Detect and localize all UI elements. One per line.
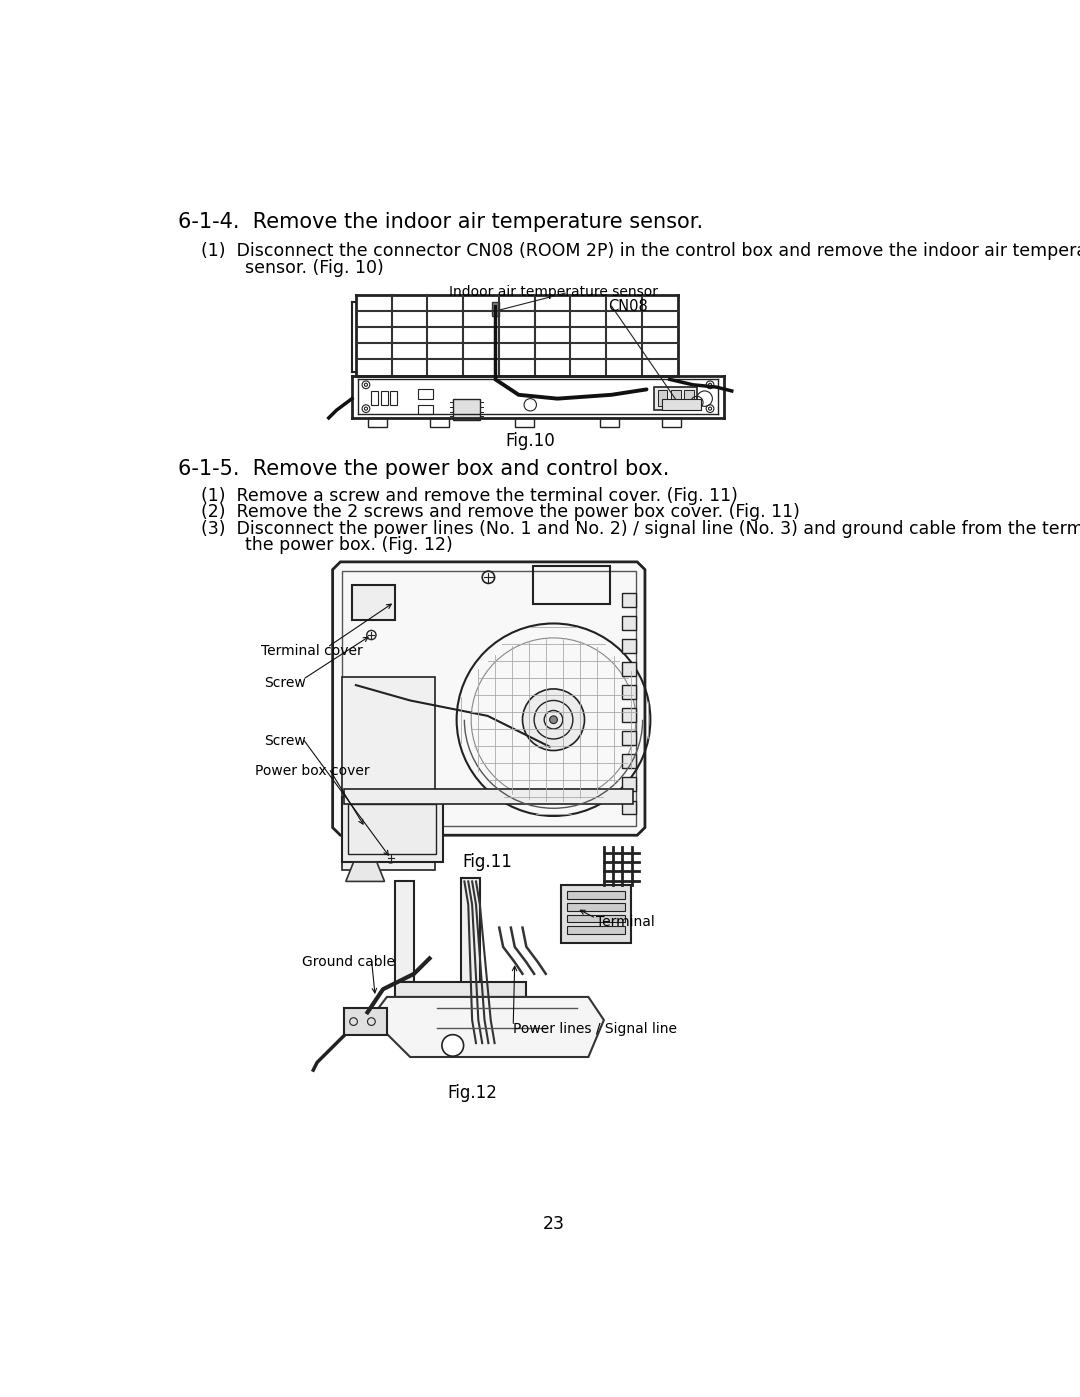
Bar: [491, 302, 499, 316]
Polygon shape: [346, 862, 384, 882]
Bar: [567, 902, 625, 911]
Bar: [348, 805, 436, 855]
Bar: [394, 882, 414, 982]
Circle shape: [523, 689, 584, 750]
Text: the power box. (Fig. 12): the power box. (Fig. 12): [201, 535, 453, 553]
Bar: [622, 778, 636, 791]
Text: Power lines / Signal line: Power lines / Signal line: [513, 1023, 677, 1037]
Bar: [672, 390, 680, 405]
Bar: [622, 685, 636, 698]
Bar: [342, 796, 443, 862]
Text: Fig.12: Fig.12: [447, 1084, 497, 1102]
Text: Ground cable: Ground cable: [301, 954, 394, 968]
Bar: [352, 585, 394, 620]
Bar: [567, 915, 625, 922]
Bar: [430, 418, 449, 427]
Bar: [367, 418, 387, 427]
Text: 6-1-5.  Remove the power box and control box.: 6-1-5. Remove the power box and control …: [177, 458, 669, 479]
Text: (1)  Disconnect the connector CN08 (ROOM 2P) in the control box and remove the i: (1) Disconnect the connector CN08 (ROOM …: [201, 242, 1080, 260]
Bar: [662, 418, 681, 427]
Bar: [622, 662, 636, 676]
Circle shape: [550, 715, 557, 724]
Bar: [460, 877, 480, 993]
Bar: [622, 800, 636, 814]
Bar: [658, 390, 667, 405]
Polygon shape: [333, 562, 645, 835]
Bar: [418, 405, 433, 414]
Text: (1)  Remove a screw and remove the terminal cover. (Fig. 11): (1) Remove a screw and remove the termin…: [201, 488, 738, 506]
Text: Terminal: Terminal: [596, 915, 654, 929]
Bar: [622, 754, 636, 768]
Bar: [622, 731, 636, 745]
Bar: [345, 1009, 387, 1035]
Bar: [372, 391, 378, 405]
Bar: [390, 391, 397, 405]
Bar: [453, 398, 480, 420]
Circle shape: [442, 1035, 463, 1056]
Bar: [662, 398, 701, 411]
Text: Fig.11: Fig.11: [462, 854, 513, 870]
Text: (2)  Remove the 2 screws and remove the power box cover. (Fig. 11): (2) Remove the 2 screws and remove the p…: [201, 503, 800, 521]
Bar: [622, 638, 636, 652]
Bar: [562, 886, 631, 943]
Text: 23: 23: [542, 1215, 565, 1232]
Bar: [342, 678, 435, 870]
Bar: [685, 390, 693, 405]
Text: Fig.10: Fig.10: [505, 432, 555, 450]
Text: 6-1-4.  Remove the indoor air temperature sensor.: 6-1-4. Remove the indoor air temperature…: [177, 212, 703, 232]
Text: CN08: CN08: [608, 299, 648, 313]
Text: Power box cover: Power box cover: [255, 764, 369, 778]
Bar: [622, 592, 636, 606]
Text: Terminal cover: Terminal cover: [261, 644, 363, 658]
Bar: [600, 418, 619, 427]
Bar: [532, 566, 610, 605]
Bar: [515, 418, 535, 427]
Bar: [567, 926, 625, 933]
Text: sensor. (Fig. 10): sensor. (Fig. 10): [201, 258, 383, 277]
Bar: [345, 789, 633, 805]
Polygon shape: [375, 997, 604, 1058]
Text: (3)  Disconnect the power lines (No. 1 and No. 2) / signal line (No. 3) and grou: (3) Disconnect the power lines (No. 1 an…: [201, 520, 1080, 538]
Bar: [394, 982, 526, 997]
Bar: [418, 390, 433, 398]
Text: Screw: Screw: [264, 735, 306, 749]
Bar: [622, 616, 636, 630]
Text: Indoor air temperature sensor: Indoor air temperature sensor: [449, 285, 658, 299]
Bar: [622, 708, 636, 722]
Bar: [567, 891, 625, 900]
Text: Screw: Screw: [264, 676, 306, 690]
Bar: [380, 391, 388, 405]
Bar: [654, 387, 697, 411]
